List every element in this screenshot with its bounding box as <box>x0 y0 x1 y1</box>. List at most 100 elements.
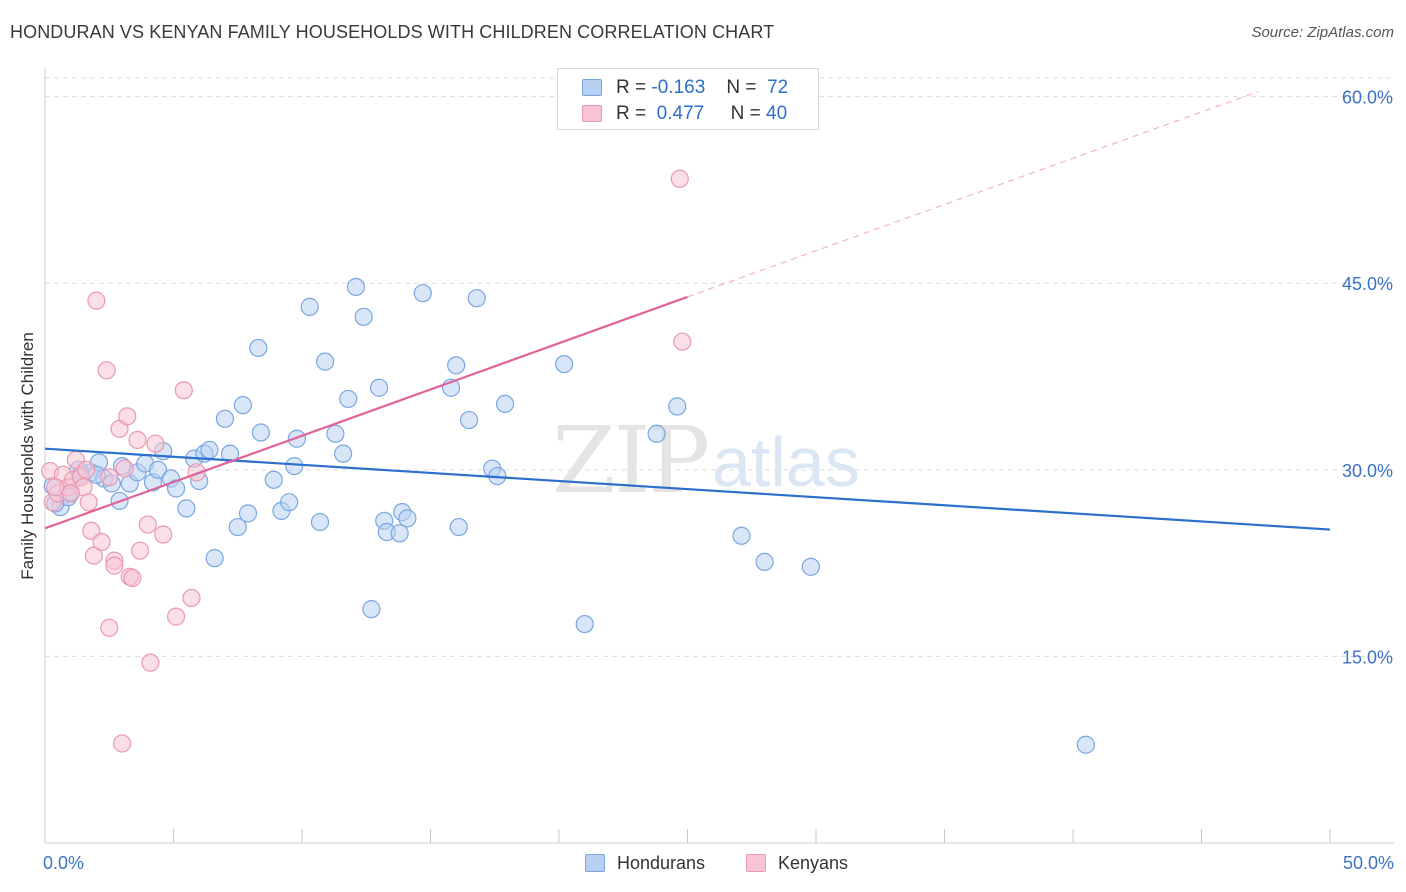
honduran-point <box>668 397 687 416</box>
honduran-point <box>801 557 820 576</box>
kenyan-point <box>115 459 134 478</box>
honduran-point <box>449 517 468 537</box>
chart-title: HONDURAN VS KENYAN FAMILY HOUSEHOLDS WIT… <box>10 22 775 42</box>
trend-lines <box>44 91 1331 531</box>
kenyan-point <box>141 653 160 672</box>
honduran-point <box>200 440 219 460</box>
kenyan-point <box>123 568 142 588</box>
r-label: R = <box>616 103 647 124</box>
honduran-point <box>228 517 247 537</box>
honduran-point <box>233 396 252 415</box>
kenyan-point <box>187 463 206 482</box>
honduran-point <box>310 512 330 532</box>
honduran-point <box>1076 735 1095 754</box>
honduran-point <box>205 549 224 568</box>
y-tick-label: 60.0% <box>1342 88 1393 108</box>
tick-labels: 15.0% 30.0% 45.0% 60.0% 0.0% 50.0% <box>43 88 1394 873</box>
kenyan-point <box>146 434 165 453</box>
honduran-point <box>148 460 168 479</box>
kenyan-point <box>97 361 116 380</box>
honduran-point <box>413 284 432 303</box>
honduran-point <box>334 444 353 463</box>
kenyan-point <box>61 484 80 503</box>
y-tick-label: 45.0% <box>1342 274 1393 294</box>
honduran-point <box>390 524 409 543</box>
honduran-point <box>280 493 299 512</box>
honduran-points <box>43 277 1095 754</box>
kenyan-point <box>182 588 201 608</box>
n-label: N = <box>726 77 757 98</box>
kenyan-point <box>118 407 137 426</box>
kenyan-points <box>41 169 692 753</box>
honduran-point <box>732 526 751 545</box>
kenyan-point <box>92 532 111 552</box>
kenyan-point <box>670 169 689 188</box>
kenyan-point <box>130 541 150 560</box>
kenyan-point <box>46 478 65 497</box>
n-label: N = <box>730 103 761 124</box>
honduran-point <box>326 424 345 443</box>
kenyan-point <box>79 493 98 512</box>
honduran-point <box>177 499 196 518</box>
honduran-point <box>447 356 466 375</box>
honduran-point <box>300 297 319 316</box>
honduran-point <box>647 424 666 443</box>
kenyan-point <box>154 525 173 544</box>
honduran-point <box>362 600 381 619</box>
kenyan-point <box>138 515 157 534</box>
r-value: 0.477 <box>656 103 705 124</box>
axes <box>44 68 1394 844</box>
honduran-point <box>575 614 594 634</box>
correlation-legend: R = -0.163 N = 72 R = 0.477 N = 40 <box>557 68 819 130</box>
honduran-point <box>555 354 574 374</box>
n-value: 72 <box>767 77 789 98</box>
watermark: ZIP atlas <box>552 407 860 514</box>
honduran-point <box>285 456 304 476</box>
honduran-point <box>215 409 234 428</box>
kenyan-point <box>82 521 101 540</box>
kenyan-point <box>673 332 692 351</box>
r-value: -0.163 <box>651 77 706 98</box>
honduran-point <box>249 338 268 358</box>
kenyan-point <box>128 430 147 450</box>
kenyan-point <box>166 607 186 626</box>
kenyan-point <box>100 468 119 487</box>
honduran-point <box>755 552 774 571</box>
kenyan-point <box>77 460 96 479</box>
hondurans-swatch <box>582 79 602 96</box>
kenyan-point <box>112 734 132 753</box>
kenyan-point <box>100 618 119 637</box>
source-credit: Source: ZipAtlas.com <box>1251 24 1394 41</box>
x-tick-label: 50.0% <box>1343 853 1394 873</box>
x-tick-label: 0.0% <box>43 853 84 873</box>
gridlines <box>45 77 1394 657</box>
honduran-point <box>251 423 270 442</box>
kenyans-legend-swatch <box>746 854 766 872</box>
kenyan-trend-line <box>44 295 688 530</box>
honduran-point <box>370 378 389 397</box>
honduran-trend-line <box>44 447 1331 531</box>
honduran-point <box>467 289 486 308</box>
kenyans-swatch <box>582 105 602 122</box>
honduran-point <box>346 277 366 297</box>
honduran-point <box>354 307 373 326</box>
honduran-point <box>316 352 335 371</box>
watermark-zip: ZIP <box>552 407 708 514</box>
honduran-point <box>495 394 515 414</box>
hondurans-legend-swatch <box>585 854 605 872</box>
kenyan-point <box>87 291 106 310</box>
kenyan-point <box>105 556 124 575</box>
kenyans-legend-label: Kenyans <box>778 853 849 873</box>
honduran-point <box>459 410 479 430</box>
honduran-point <box>264 470 283 489</box>
kenyan-point <box>174 381 193 400</box>
y-tick-label: 15.0% <box>1342 647 1393 667</box>
n-value: 40 <box>766 103 788 124</box>
honduran-point <box>339 389 358 409</box>
y-tick-label: 30.0% <box>1342 461 1393 481</box>
watermark-atlas: atlas <box>712 423 860 501</box>
honduran-point <box>238 504 258 523</box>
y-axis-label: Family Households with Children <box>18 332 37 580</box>
r-label: R = <box>616 77 647 98</box>
